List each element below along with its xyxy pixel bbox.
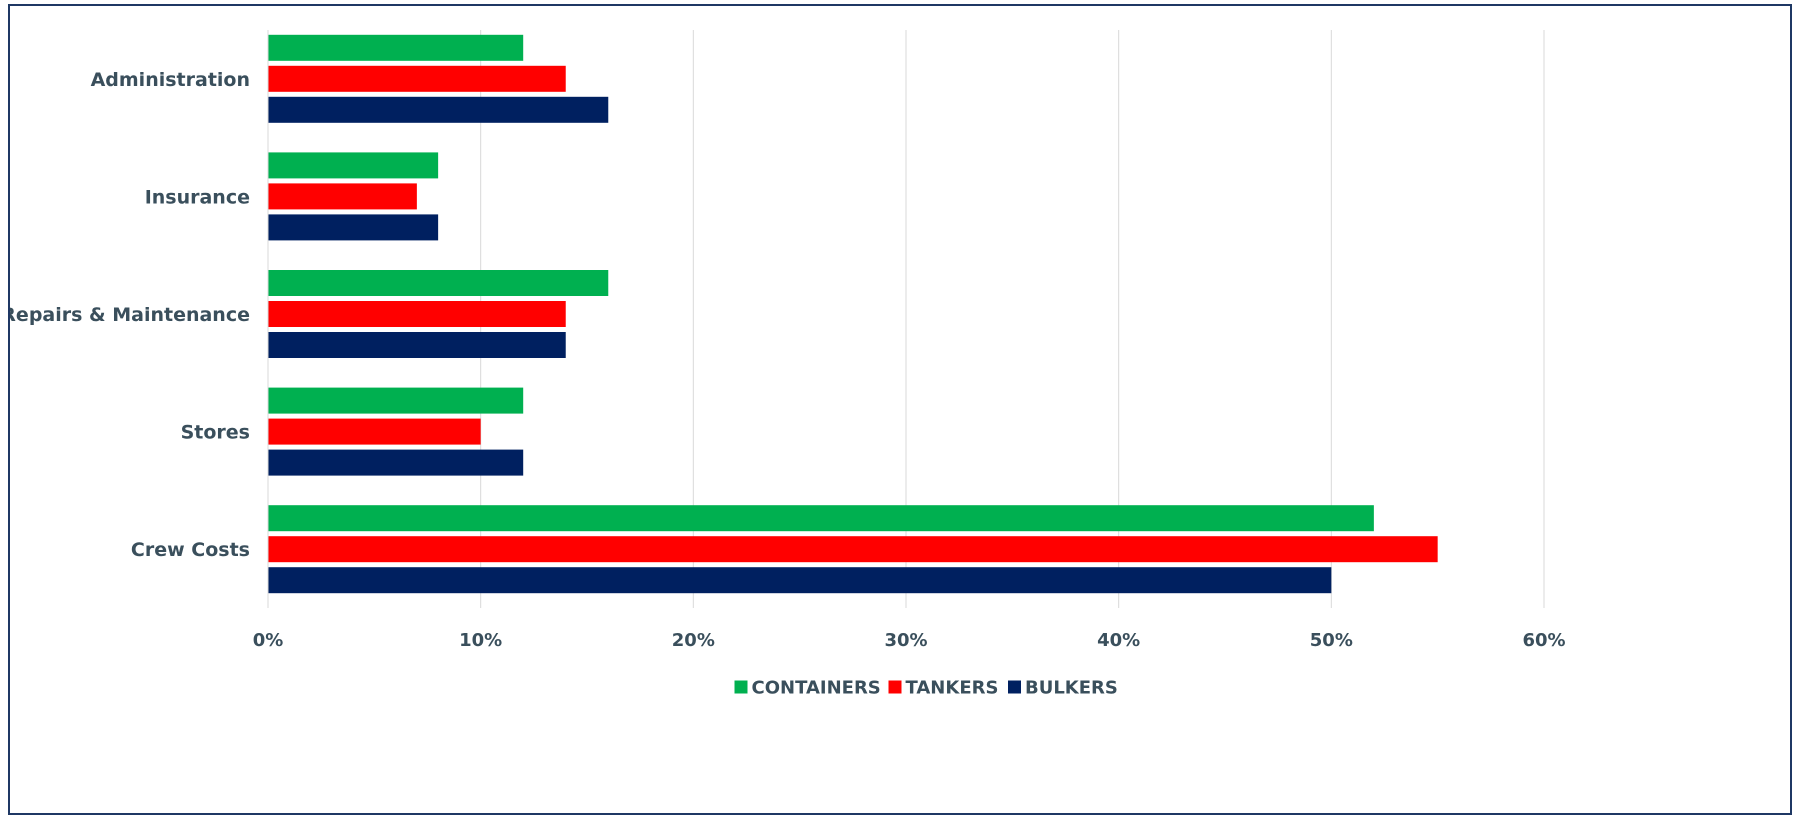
legend-swatch-containers (734, 680, 748, 694)
legend-swatch-bulkers (1008, 680, 1021, 694)
bar-bulkers-crew-costs: BULKERS Crew Costs: 50% (268, 567, 1332, 594)
chart-frame: CONTAINERS Administration: 12% TANKERS Ad… (8, 4, 1792, 815)
bar-chart: CONTAINERS Administration: 12% TANKERS Ad… (10, 30, 1566, 699)
bar-containers-crew-costs: CONTAINERS Crew Costs: 52% (268, 505, 1374, 532)
bar-tankers-repairs-and-maintenance: TANKERS Repairs & Maintenance: 14% (268, 301, 566, 327)
legend-swatch-tankers (888, 680, 902, 694)
bar-bulkers-insurance: BULKERS Insurance: 8% (268, 214, 439, 241)
category-label-repairs-and-maintenance: Repairs & Maintenance (10, 304, 250, 326)
x-tick-label: 10% (459, 630, 502, 651)
bar-bulkers-repairs-and-maintenance: BULKERS Repairs & Maintenance: 14% (268, 332, 566, 358)
legend-label-containers: CONTAINERS (752, 678, 881, 699)
bar-tankers-insurance: TANKERS Insurance: 7% (268, 183, 417, 210)
bar-containers-repairs-and-maintenance: CONTAINERS Repairs & Maintenance: 16% (268, 270, 609, 296)
category-labels: Administration Insurance Repairs & Mainten… (10, 69, 250, 561)
bar-tankers-crew-costs: TANKERS Crew Costs: 55% (268, 536, 1438, 563)
category-label-stores: Stores (181, 422, 250, 444)
bar-containers-administration: CONTAINERS Administration: 12% (268, 34, 524, 61)
category-label-crew-costs: Crew Costs (131, 539, 250, 561)
bar-containers-insurance: CONTAINERS Insurance: 8% (268, 152, 439, 179)
bar-bulkers-administration: BULKERS Administration: 16% (268, 96, 609, 123)
x-tick-labels: 0% 10% 20% 30% 40% 50% 60% (253, 630, 1566, 651)
category-label-insurance: Insurance (145, 186, 250, 208)
x-tick-label: 0% (253, 630, 284, 651)
gridlines (267, 30, 1545, 608)
bar-bulkers-stores: BULKERS Stores: 12% (268, 449, 524, 476)
bar-containers-stores: CONTAINERS Stores: 12% (268, 387, 524, 414)
legend-label-bulkers: BULKERS (1025, 678, 1118, 699)
x-tick-label: 50% (1310, 630, 1353, 651)
x-tick-label: 20% (672, 630, 715, 651)
legend-label-tankers: TANKERS (906, 678, 999, 699)
bar-tankers-stores: TANKERS Stores: 10% (268, 418, 481, 445)
category-label-administration: Administration (91, 69, 250, 91)
legend: CONTAINERS TANKERS BULKERS (734, 678, 1118, 699)
x-tick-label: 30% (884, 630, 927, 651)
bars: CONTAINERS Administration: 12% TANKERS Ad… (267, 30, 1438, 608)
bar-tankers-administration: TANKERS Administration: 14% (268, 65, 566, 92)
x-tick-label: 60% (1522, 630, 1565, 651)
x-tick-label: 40% (1097, 630, 1140, 651)
